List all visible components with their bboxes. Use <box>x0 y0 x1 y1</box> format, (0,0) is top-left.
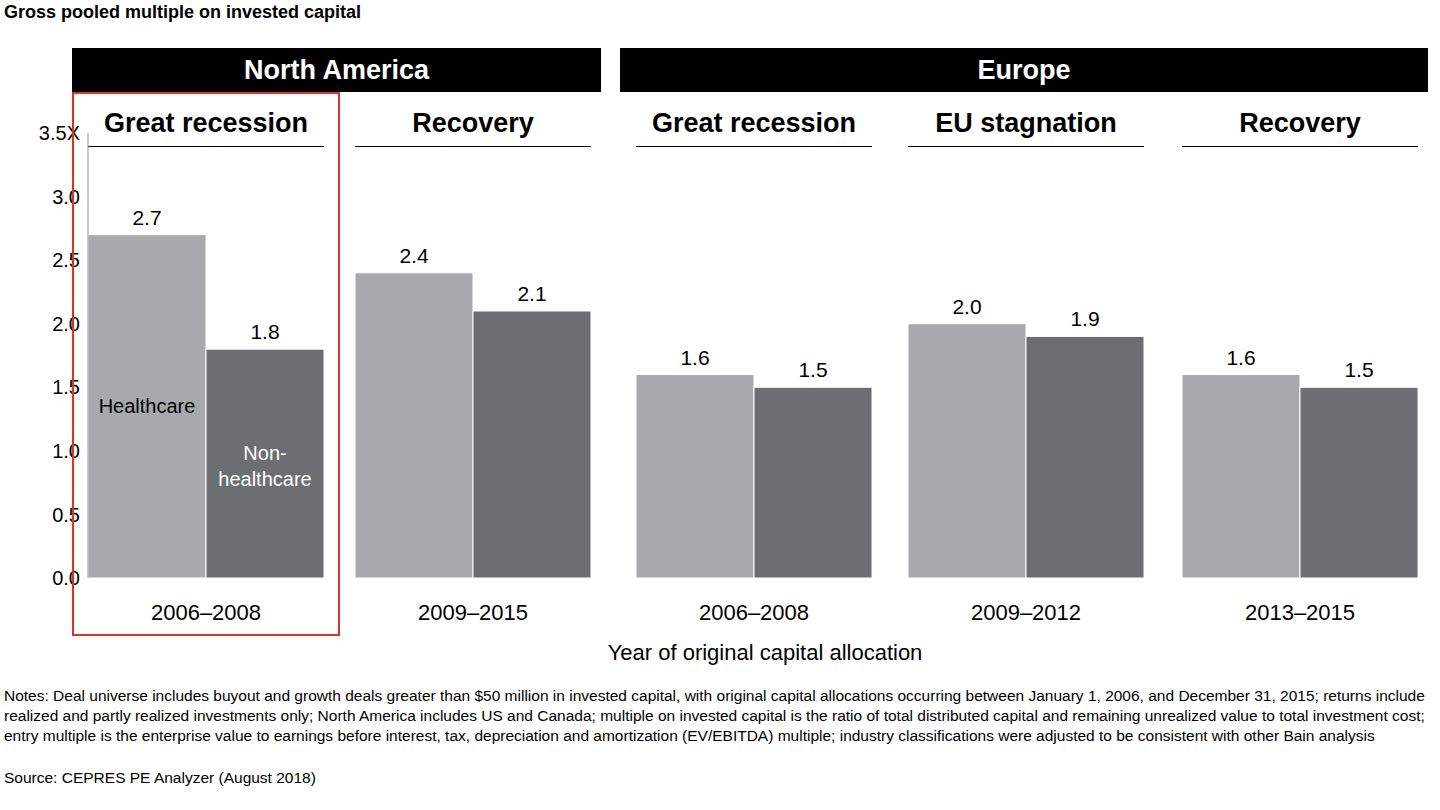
svg-text:1.9: 1.9 <box>1070 307 1099 330</box>
html-text:Gross pooled multiple on inves: Gross pooled multiple on invested capita… <box>4 2 362 22</box>
svg-text:1.8: 1.8 <box>250 320 279 343</box>
html-text:Recovery: Recovery <box>1239 108 1361 138</box>
html-text:Notes: Deal universe includes: Notes: Deal universe includes buyout and… <box>4 687 1425 744</box>
svg-text:3.5X: 3.5X <box>38 122 80 145</box>
html-text:Year of original capital alloc: Year of original capital allocation <box>607 640 923 665</box>
svg-text:3.0: 3.0 <box>52 186 80 208</box>
svg-text:1.6: 1.6 <box>680 346 709 369</box>
svg-text:1.0: 1.0 <box>52 440 80 462</box>
html-text:2006–2008: 2006–2008 <box>150 600 262 625</box>
html-text:2013–2015: 2013–2015 <box>1244 600 1356 625</box>
svg-text:2.7: 2.7 <box>132 206 161 229</box>
html-text:2006–2008: 2006–2008 <box>698 600 810 625</box>
html-text:2009–2015: 2009–2015 <box>417 600 529 625</box>
html-text:2009–2012: 2009–2012 <box>970 600 1082 625</box>
svg-text:2.0: 2.0 <box>952 295 981 318</box>
html-text:Source: CEPRES PE Analyzer (Au: Source: CEPRES PE Analyzer (August 2018) <box>4 769 316 786</box>
svg-text:1.5: 1.5 <box>1344 358 1373 381</box>
svg-text:2.5: 2.5 <box>52 249 80 271</box>
html-text:North America: North America <box>244 54 429 85</box>
html-text:Recovery: Recovery <box>412 108 534 138</box>
svg-text:2.1: 2.1 <box>517 282 546 305</box>
svg-text:2.0: 2.0 <box>52 313 80 335</box>
svg-text:0.5: 0.5 <box>52 504 80 526</box>
svg-text:1.5: 1.5 <box>52 376 80 398</box>
svg-text:1.6: 1.6 <box>1226 346 1255 369</box>
svg-text:1.5: 1.5 <box>798 358 827 381</box>
html-text:Great recession: Great recession <box>651 108 856 138</box>
html-text:Great recession: Great recession <box>103 108 308 138</box>
html-text:Europe: Europe <box>977 54 1071 85</box>
html-text:EU stagnation: EU stagnation <box>935 108 1117 138</box>
html-text:Healthcare: Healthcare <box>98 395 196 417</box>
svg-text:2.4: 2.4 <box>399 244 429 267</box>
html-text:Non-healthcare: Non-healthcare <box>218 442 312 490</box>
svg-text:0.0: 0.0 <box>52 567 80 589</box>
